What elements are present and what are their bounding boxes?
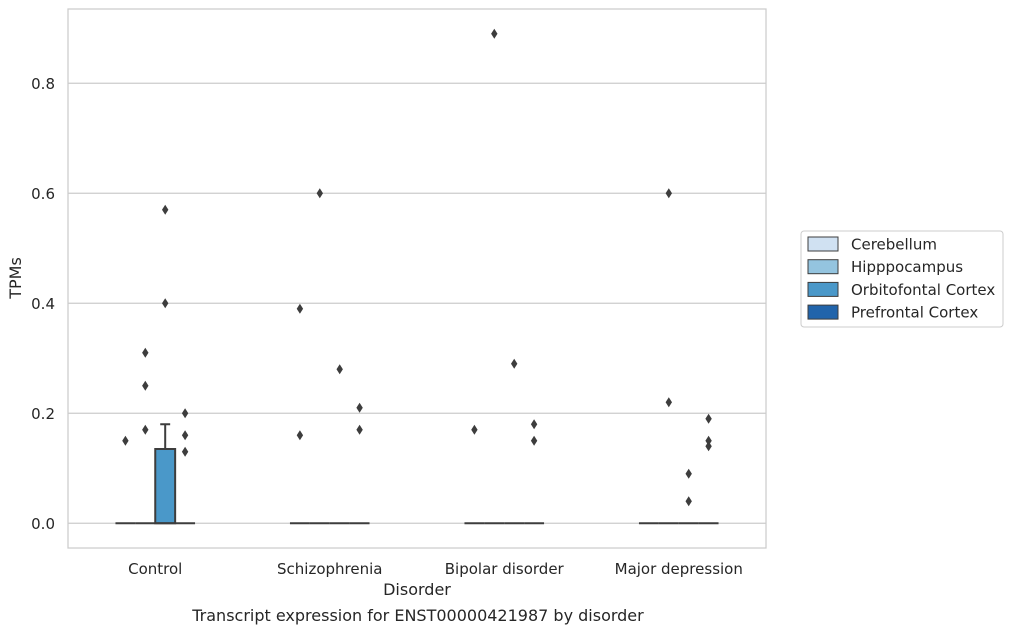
- legend-swatch: [807, 281, 839, 297]
- outlier-point: [685, 496, 692, 507]
- outlier-point: [122, 435, 129, 446]
- figure-caption: Transcript expression for ENST0000042198…: [192, 606, 644, 625]
- outlier-point: [161, 204, 169, 215]
- outlier-point: [181, 446, 189, 457]
- outlier-point: [296, 303, 304, 314]
- y-tick-label: 0.2: [31, 405, 55, 423]
- plot-area-frame: [67, 8, 767, 549]
- outlier-point: [705, 413, 712, 424]
- legend-item: Hipppocampus: [807, 258, 963, 276]
- outlier-point: [530, 435, 538, 446]
- y-axis-label: TPMs: [6, 257, 25, 300]
- outlier-point: [336, 364, 343, 375]
- legend-item: Cerebellum: [807, 236, 937, 254]
- legend-frame: [800, 230, 1004, 328]
- outlier-point: [356, 402, 363, 413]
- outlier-point: [665, 397, 673, 408]
- x-tick-label: Bipolar disorder: [445, 560, 565, 578]
- legend-label: Prefrontal Cortex: [851, 304, 978, 322]
- y-tick-label: 0.0: [31, 515, 55, 533]
- outlier-point: [530, 419, 538, 430]
- outlier-point: [705, 441, 712, 452]
- legend-label: Orbitofontal Cortex: [851, 281, 995, 299]
- outlier-point: [665, 188, 673, 199]
- x-tick-label: Major depression: [615, 560, 743, 578]
- y-axis-ticks: 0.0 0.2 0.4 0.6 0.8: [31, 75, 55, 533]
- outlier-point: [705, 435, 712, 446]
- outlier-point: [316, 188, 324, 199]
- boxes: [115, 423, 719, 525]
- outlier-point: [471, 424, 478, 435]
- x-axis-label: Disorder: [383, 580, 451, 599]
- outlier-point: [161, 298, 169, 309]
- outlier-point: [181, 408, 189, 419]
- x-axis-ticks: Control Schizophrenia Bipolar disorder Majo…: [128, 560, 743, 578]
- outlier-point: [296, 430, 304, 441]
- outlier-point: [142, 380, 149, 391]
- outlier-markers: [122, 28, 712, 507]
- legend-label: Cerebellum: [851, 236, 937, 254]
- legend-swatch: [807, 259, 839, 275]
- box-iqr: [154, 448, 177, 525]
- outlier-point: [181, 430, 189, 441]
- box-orbitofontal-cortex: [154, 423, 177, 525]
- legend-swatch: [807, 304, 839, 320]
- y-tick-label: 0.8: [31, 75, 55, 93]
- outlier-point: [491, 28, 498, 39]
- y-tick-label: 0.4: [31, 295, 55, 313]
- legend-label: Hipppocampus: [851, 258, 963, 276]
- y-tick-label: 0.6: [31, 185, 55, 203]
- outlier-point: [685, 468, 692, 479]
- legend-swatch: [807, 236, 839, 252]
- outlier-point: [142, 347, 149, 358]
- outlier-point: [356, 424, 363, 435]
- legend-item: Orbitofontal Cortex: [807, 281, 995, 299]
- x-tick-label: Control: [128, 560, 182, 578]
- outlier-point: [510, 358, 518, 369]
- x-tick-label: Schizophrenia: [277, 560, 382, 578]
- legend: Cerebellum Hipppocampus Orbitofontal Corte…: [800, 230, 1004, 328]
- legend-item: Prefrontal Cortex: [807, 304, 978, 322]
- outlier-point: [142, 424, 149, 435]
